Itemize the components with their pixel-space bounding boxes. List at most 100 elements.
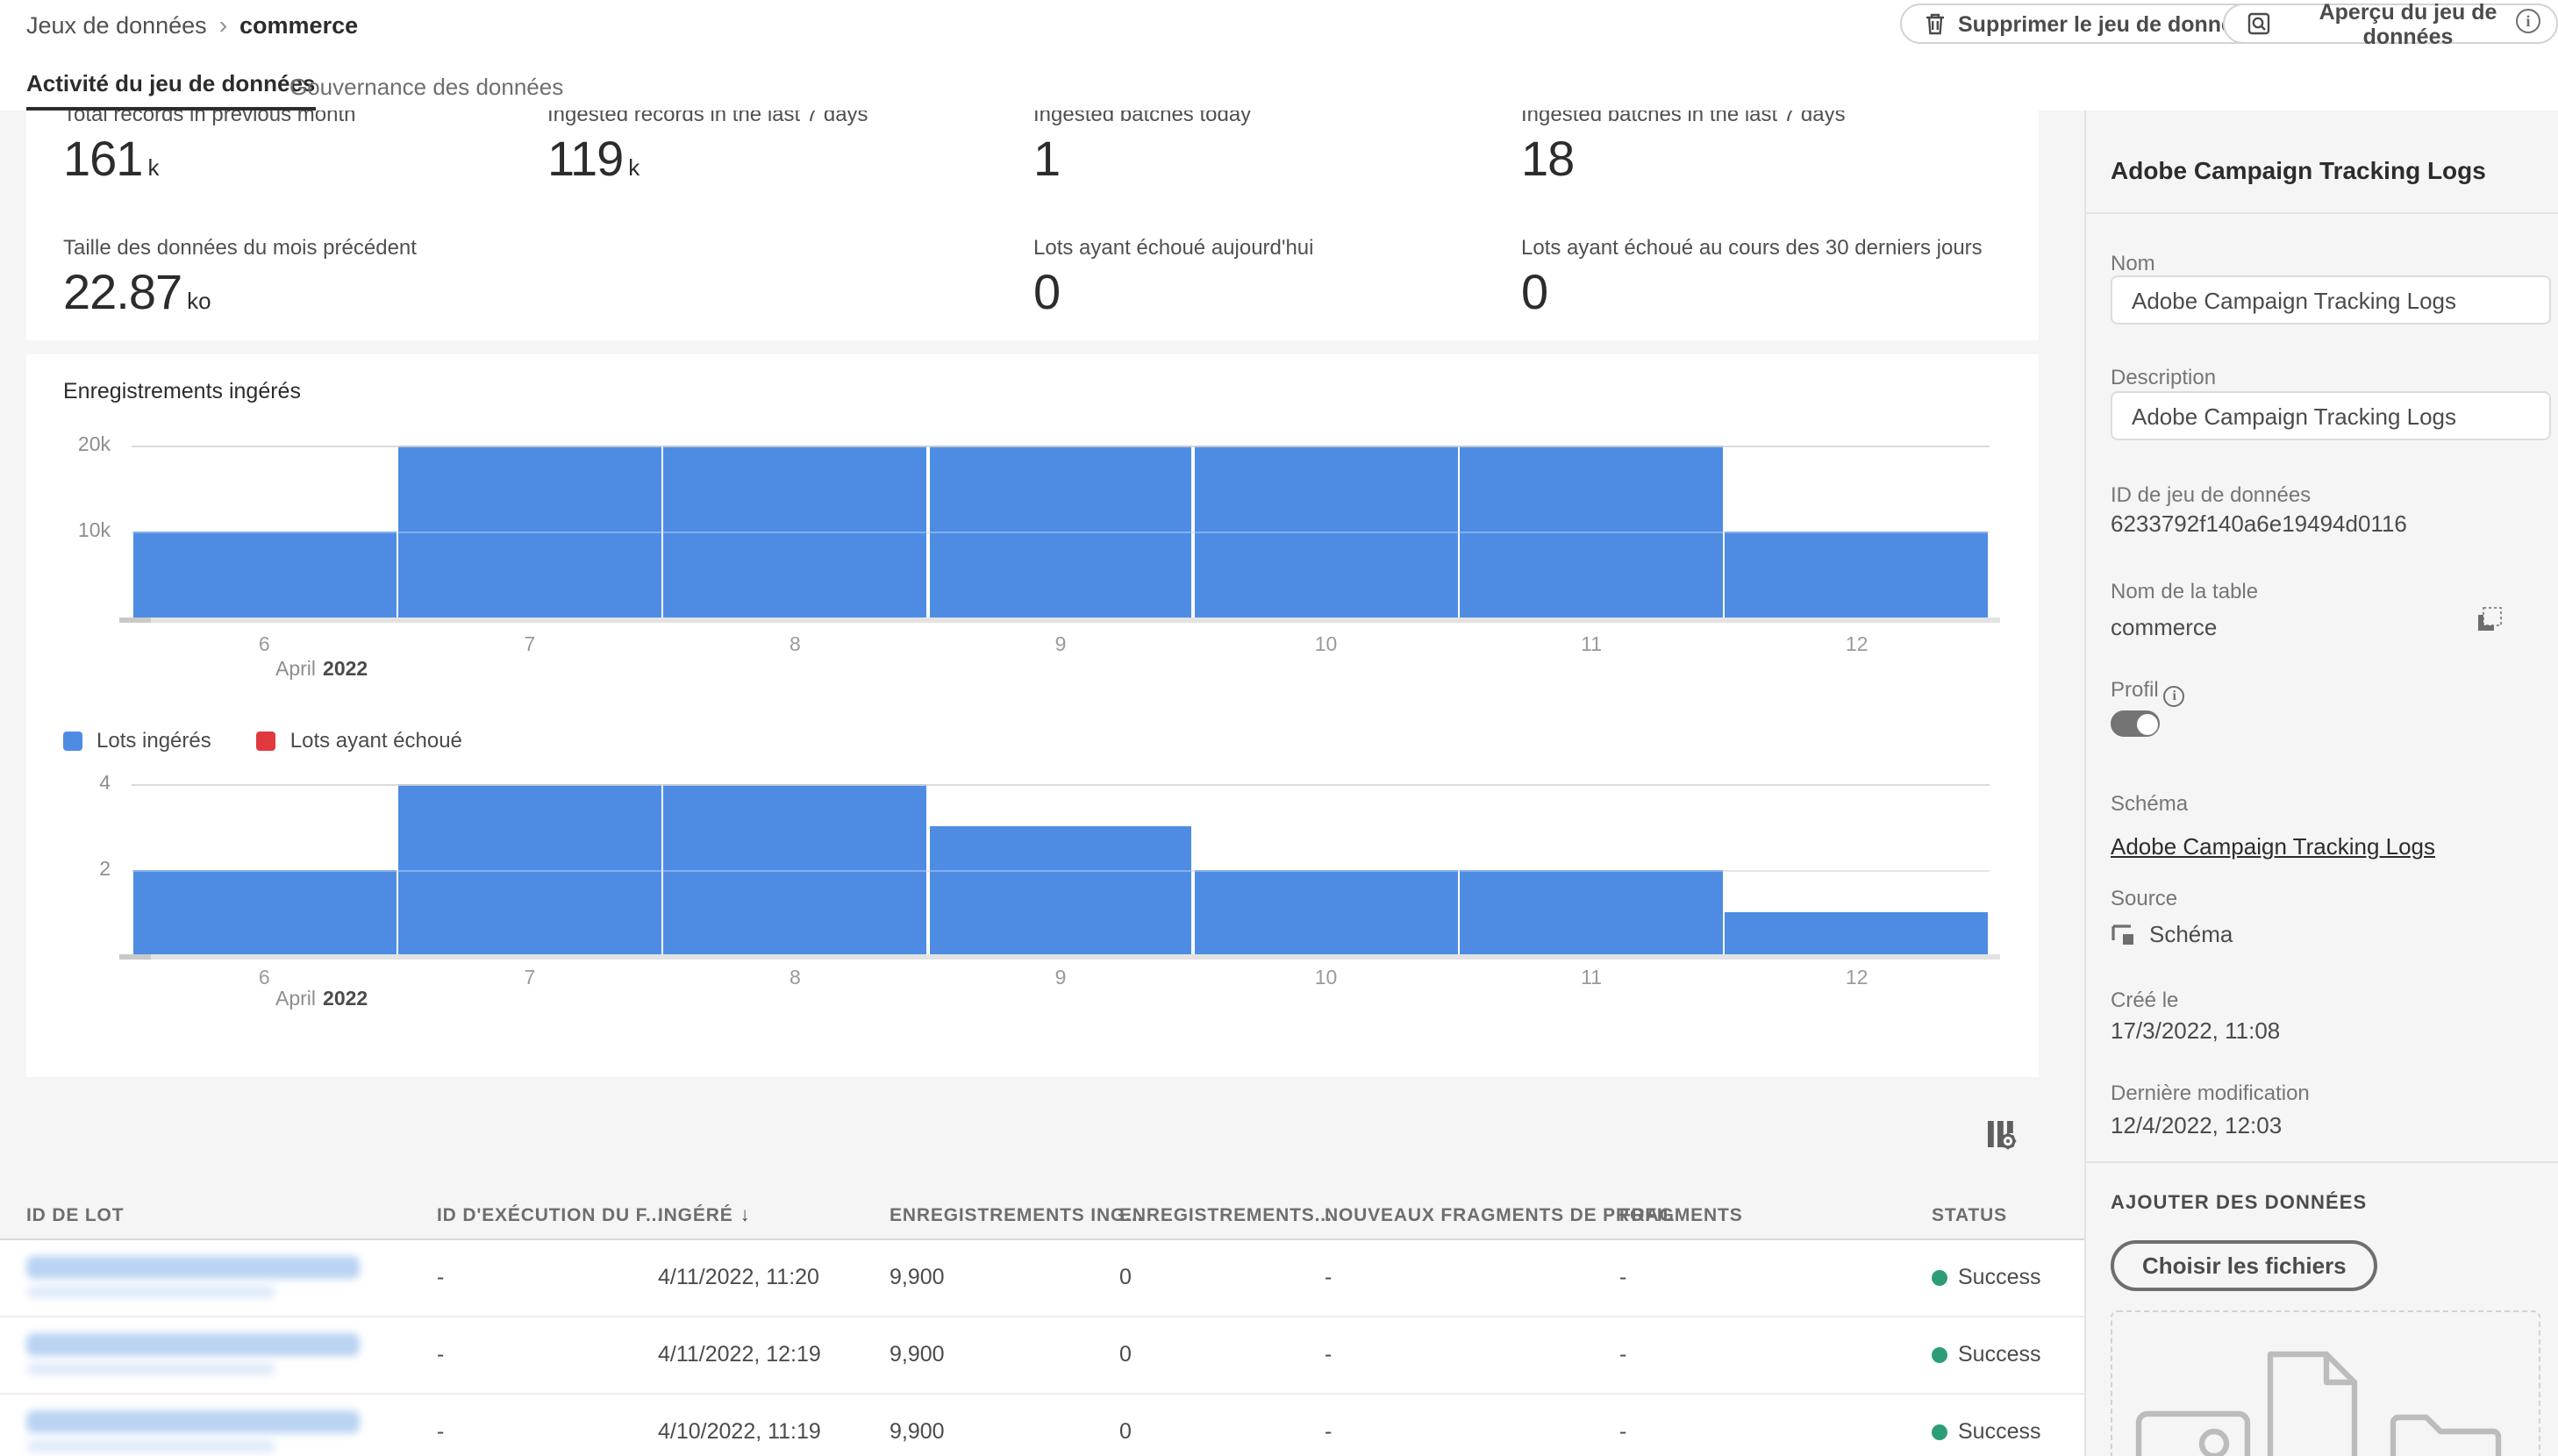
copy-table-name-icon[interactable]: [2477, 607, 2502, 632]
name-field[interactable]: Adobe Campaign Tracking Logs: [2111, 275, 2551, 325]
table-row[interactable]: - 4/11/2022, 12:19 9,900 0 - - Success: [0, 1317, 2084, 1395]
flow-run-id-cell: -: [437, 1265, 445, 1289]
column-header[interactable]: STATUS: [1932, 1205, 2007, 1226]
info-icon[interactable]: i: [2516, 9, 2540, 33]
description-label: Description: [2111, 365, 2217, 389]
chart-title: Enregistrements ingérés: [63, 379, 301, 403]
metric-value: 1: [1033, 132, 1251, 188]
table-body: - 4/11/2022, 11:20 9,900 0 - - Success - 4/11/20…: [0, 1240, 2084, 1456]
top-header: Jeux de données › commerce Supprimer le …: [0, 0, 2558, 111]
column-header[interactable]: ENREGISTREMENTS...: [1119, 1205, 1333, 1226]
y-axis-tick-label: 10k: [77, 521, 111, 542]
metric-label: Ingested batches in the last 7 days: [1521, 111, 1846, 126]
metric: Total records in previous month 161 k: [63, 111, 356, 188]
metric-number: 119: [547, 132, 624, 186]
column-header[interactable]: FRAGMENTS: [1619, 1205, 1743, 1226]
profile-info-icon[interactable]: i: [2163, 685, 2185, 706]
preview-dataset-button[interactable]: Aperçu du jeu de données: [2223, 0, 2558, 48]
bar[interactable]: [132, 532, 397, 617]
gridline: [132, 784, 1990, 786]
x-axis-tick-label: 7: [524, 968, 536, 989]
bar[interactable]: [1725, 532, 1989, 617]
metric-number: 0: [1521, 265, 1548, 319]
bar[interactable]: [398, 446, 661, 617]
sort-descending-icon: ↓: [740, 1205, 751, 1226]
panel-title: Adobe Campaign Tracking Logs: [2111, 156, 2486, 184]
legend-item: Lots ingérés: [63, 728, 211, 753]
ingested-date-cell: 4/10/2022, 11:19: [658, 1419, 821, 1444]
tab-data-governance[interactable]: Gouvernance des données: [289, 74, 564, 100]
x-axis-tick-label: 12: [1845, 968, 1868, 989]
metric: Ingested records in the last 7 days 119 k: [547, 111, 868, 188]
table-name-value: commerce: [2111, 614, 2218, 640]
table-row[interactable]: - 4/11/2022, 11:20 9,900 0 - - Success: [0, 1240, 2084, 1317]
bar-chart-plot: 20k 10k: [78, 435, 1990, 617]
column-header[interactable]: ID DE LOT: [26, 1205, 125, 1226]
divider: [2086, 212, 2558, 214]
bar[interactable]: [398, 784, 661, 954]
breadcrumb-current: commerce: [239, 11, 359, 38]
records-other-cell: 0: [1119, 1419, 1132, 1444]
table-row[interactable]: - 4/10/2022, 11:19 9,900 0 - - Success: [0, 1395, 2084, 1456]
bar[interactable]: [663, 446, 927, 617]
x-axis-tick-label: 9: [1054, 968, 1067, 989]
status-cell: Success: [1958, 1419, 2041, 1444]
bar[interactable]: [1460, 869, 1723, 954]
status-dot-icon: [1932, 1270, 1947, 1286]
file-dropzone[interactable]: [2111, 1310, 2540, 1456]
description-field[interactable]: Adobe Campaign Tracking Logs: [2111, 391, 2551, 440]
dataset-details-panel: Adobe Campaign Tracking Logs Nom Adobe C…: [2084, 111, 2558, 1456]
profile-toggle[interactable]: [2111, 710, 2160, 737]
records-ingested-cell: 9,900: [890, 1419, 945, 1444]
created-value: 17/3/2022, 11:08: [2111, 1017, 2281, 1044]
metric-number: 1: [1033, 132, 1061, 186]
batch-id-link-redacted[interactable]: [26, 1333, 360, 1356]
charts-card: Enregistrements ingérés Lots ingérés Lots…: [26, 354, 2039, 1077]
bar[interactable]: [663, 784, 927, 954]
bar[interactable]: [1194, 869, 1458, 954]
ingested-date-cell: 4/11/2022, 12:19: [658, 1342, 821, 1367]
delete-dataset-button[interactable]: Supprimer le jeu de données: [1900, 4, 2283, 44]
metric-value: 22.87 ko: [63, 265, 417, 321]
column-header[interactable]: NOUVEAUX FRAGMENTS DE PROFIL: [1325, 1205, 1676, 1226]
bar[interactable]: [929, 446, 1192, 617]
column-header[interactable]: INGÉRÉ ↓: [658, 1205, 751, 1226]
schema-link[interactable]: Adobe Campaign Tracking Logs: [2111, 833, 2436, 860]
created-label: Créé le: [2111, 988, 2179, 1012]
metric-label: Lots ayant échoué aujourd'hui: [1033, 235, 1314, 260]
fragments-cell: -: [1619, 1419, 1627, 1444]
column-header[interactable]: ID D'EXÉCUTION DU F...: [437, 1205, 663, 1226]
legend-label: Lots ayant échoué: [289, 728, 462, 753]
table-name-label: Nom de la table: [2111, 579, 2259, 603]
x-axis-tick-label: 11: [1581, 635, 1603, 656]
fragments-cell: -: [1619, 1265, 1627, 1289]
legend-label: Lots ingérés: [96, 728, 211, 753]
new-profile-fragments-cell: -: [1325, 1419, 1333, 1444]
metric-value: 0: [1521, 265, 1983, 321]
x-axis-tick-label: 7: [524, 635, 536, 656]
batch-id-link-redacted[interactable]: [26, 1256, 360, 1279]
batch-id-link-redacted[interactable]: [26, 1410, 360, 1433]
column-header[interactable]: ENREGISTREMENTS ING...: [890, 1205, 1144, 1226]
metric-value: 161 k: [63, 132, 356, 188]
tab-dataset-activity[interactable]: Activité du jeu de données: [26, 70, 316, 111]
bar[interactable]: [1725, 911, 1989, 954]
metric: Lots ayant échoué aujourd'hui 0: [1033, 235, 1314, 321]
bar[interactable]: [929, 826, 1192, 954]
batch-id-link-redacted-line2: [26, 1286, 275, 1298]
dataset-id-label: ID de jeu de données: [2111, 482, 2311, 507]
column-settings-icon[interactable]: [1988, 1121, 2018, 1151]
bar[interactable]: [132, 869, 397, 954]
choose-files-button[interactable]: Choisir les fichiers: [2111, 1240, 2378, 1291]
schema-source-icon: [2111, 924, 2133, 945]
metric-value: 0: [1033, 265, 1314, 321]
toggle-knob: [2136, 713, 2157, 734]
x-axis-tick-label: 12: [1845, 635, 1868, 656]
status-cell: Success: [1958, 1265, 2041, 1289]
bar[interactable]: [1460, 446, 1723, 617]
bar[interactable]: [1194, 446, 1458, 617]
x-axis-tick-label: 6: [258, 635, 270, 656]
breadcrumb-datasets-link[interactable]: Jeux de données: [26, 11, 207, 38]
